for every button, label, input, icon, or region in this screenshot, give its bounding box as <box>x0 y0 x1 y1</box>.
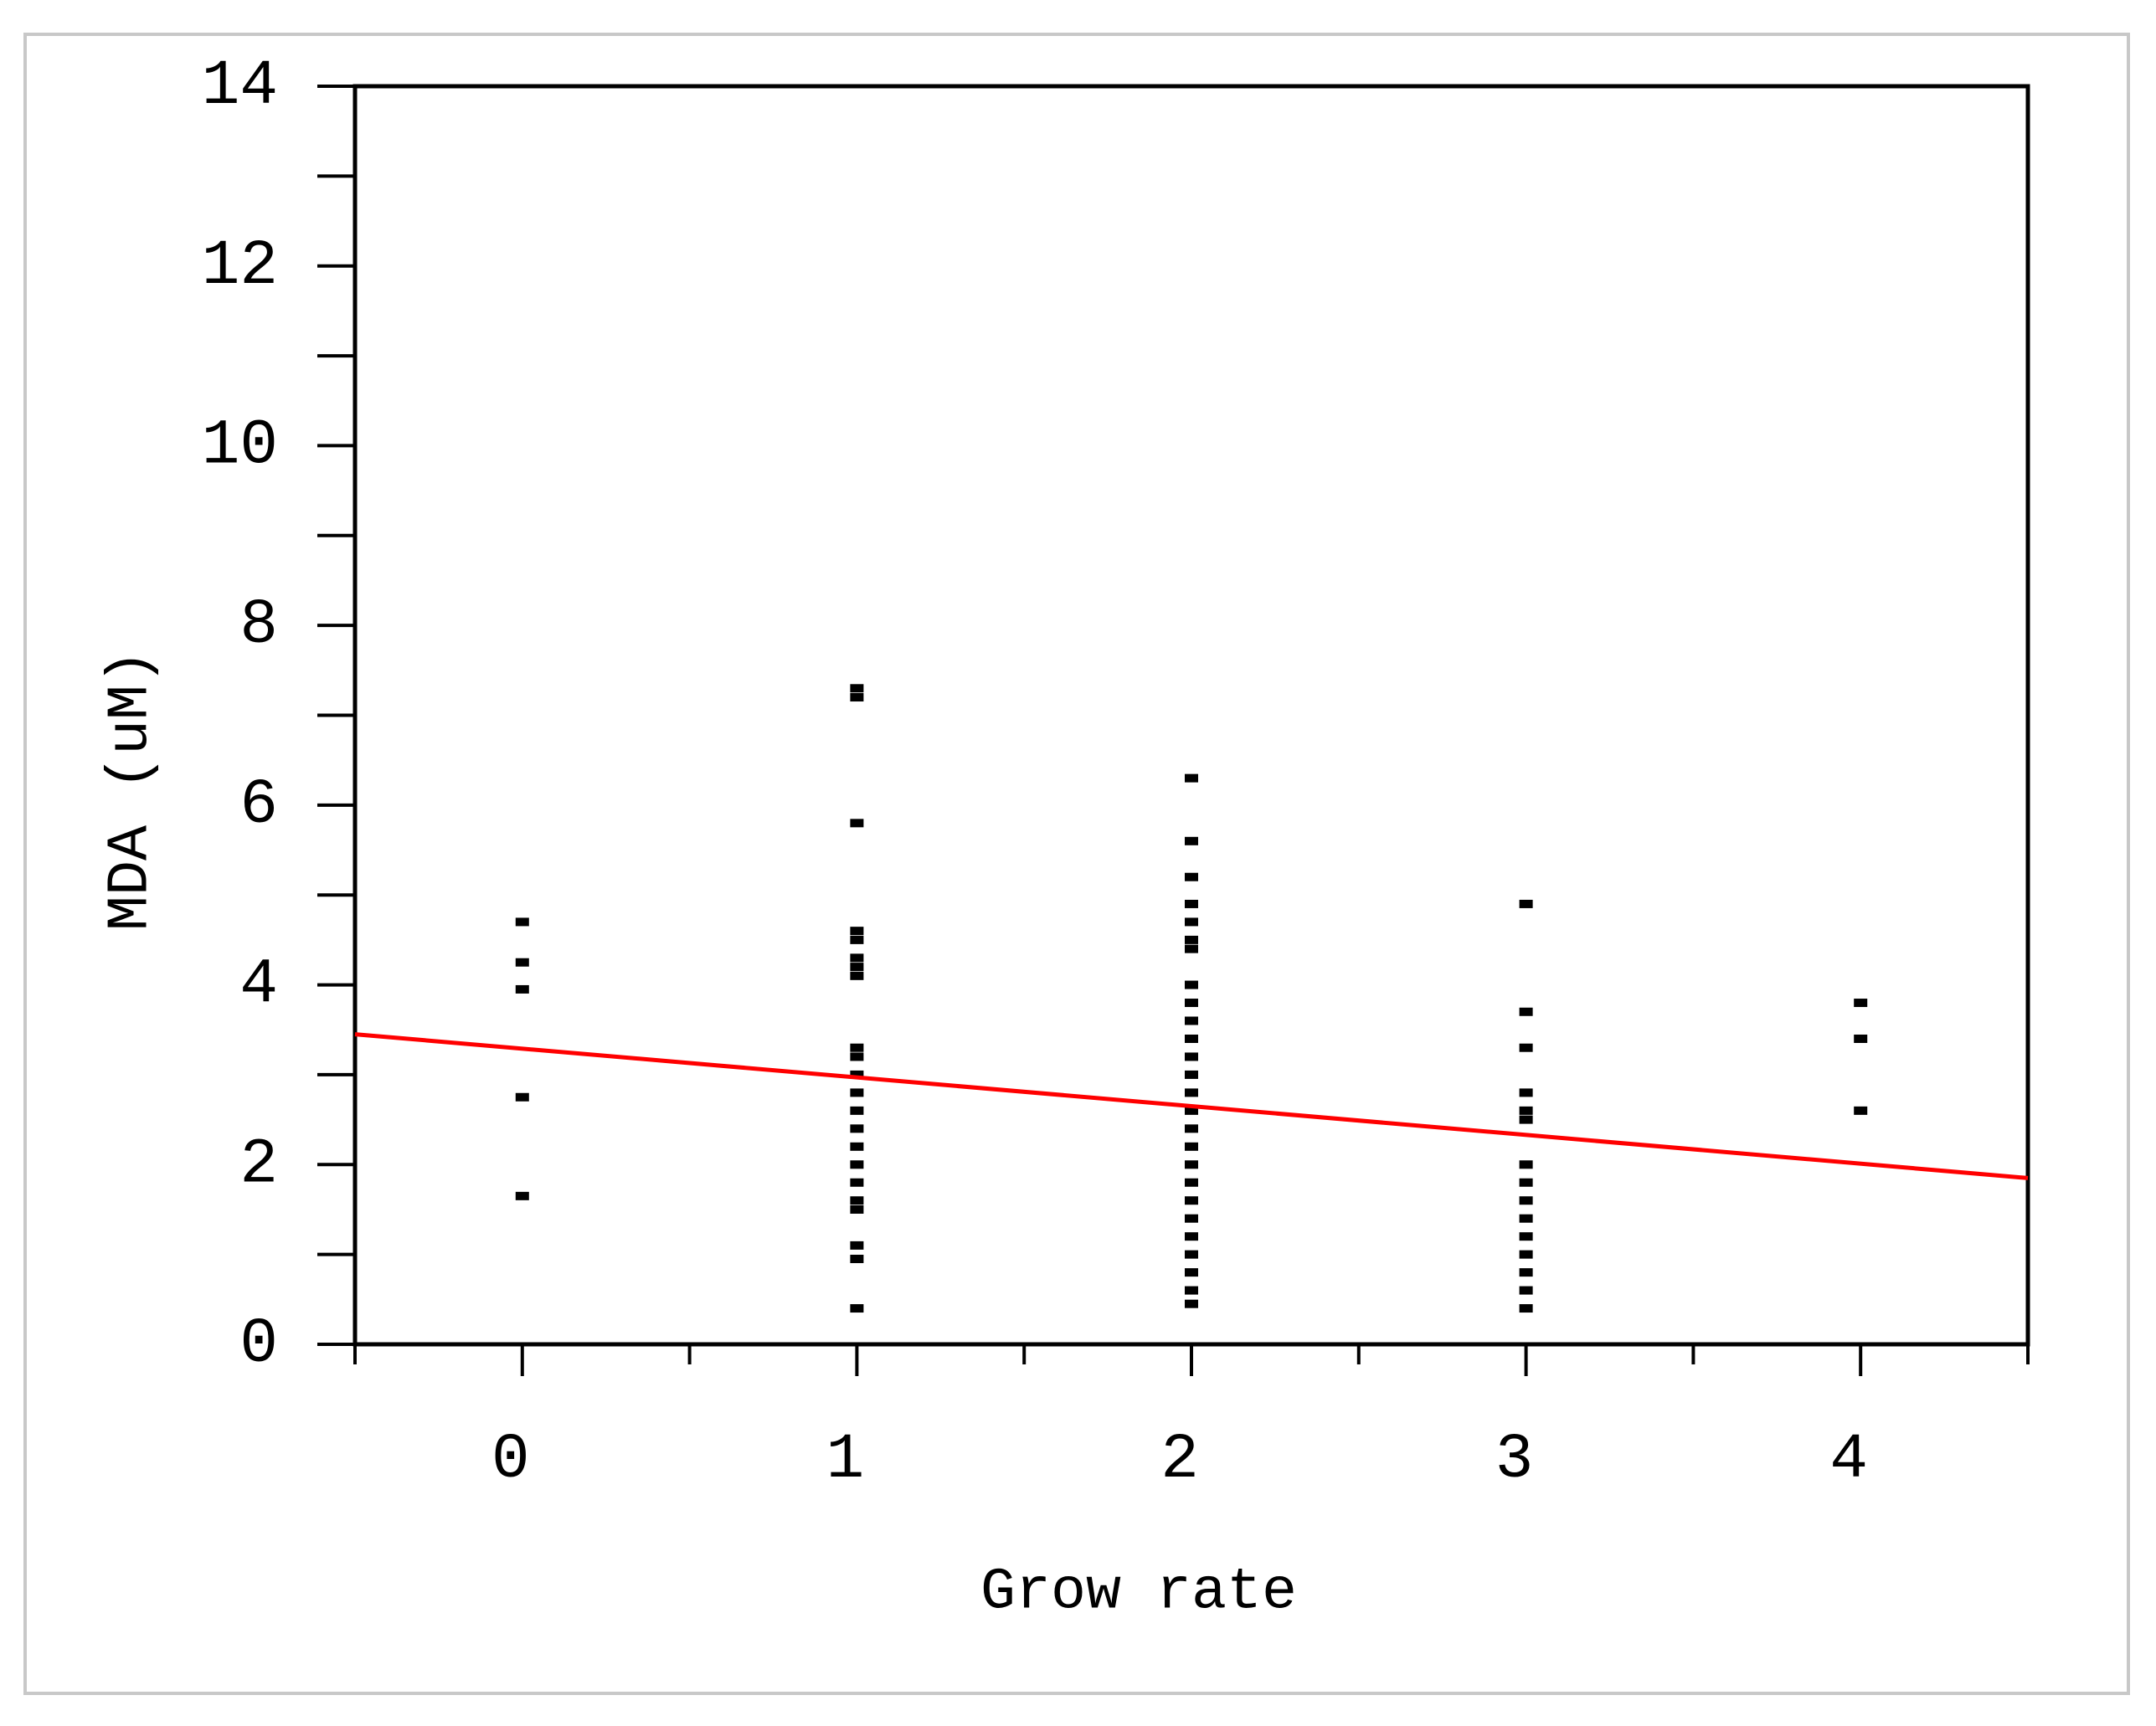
point <box>1519 1178 1533 1187</box>
x-axis-title: Grow rate <box>980 1559 1297 1626</box>
point <box>1185 980 1198 989</box>
point <box>1185 899 1198 908</box>
point <box>850 1160 864 1169</box>
point <box>1185 872 1198 881</box>
point <box>850 1142 864 1151</box>
point <box>850 1255 864 1264</box>
point <box>850 971 864 980</box>
point <box>515 958 529 967</box>
point <box>1519 1043 1533 1052</box>
point <box>1519 1250 1533 1259</box>
point <box>1185 1299 1198 1308</box>
point <box>850 1241 864 1250</box>
point <box>850 963 864 972</box>
point <box>850 927 864 936</box>
point <box>1185 1070 1198 1079</box>
point <box>1519 1232 1533 1241</box>
y-tick-label: 14 <box>202 50 278 122</box>
point <box>1185 1124 1198 1133</box>
y-tick-label: 12 <box>202 230 278 302</box>
point <box>1519 1160 1533 1169</box>
point <box>850 1052 864 1061</box>
y-axis-title: MDA (uM) <box>98 650 164 931</box>
y-tick-label: 0 <box>239 1308 278 1380</box>
point <box>1185 1106 1198 1115</box>
point <box>1185 935 1198 944</box>
y-tick-label: 6 <box>239 769 278 841</box>
point <box>1185 1268 1198 1277</box>
point <box>850 1106 864 1115</box>
point <box>850 1043 864 1052</box>
x-tick-label: 1 <box>826 1424 865 1496</box>
y-tick-label: 2 <box>239 1128 278 1200</box>
point <box>1185 1016 1198 1025</box>
point <box>1185 1250 1198 1259</box>
point <box>1185 1034 1198 1043</box>
point <box>1519 1088 1533 1097</box>
point <box>850 1124 864 1133</box>
x-tick-label: 3 <box>1495 1424 1534 1496</box>
x-tick-label: 0 <box>491 1424 530 1496</box>
point <box>1519 1007 1533 1016</box>
point <box>1185 836 1198 845</box>
point <box>1185 944 1198 953</box>
point <box>1185 1160 1198 1169</box>
point <box>1185 1178 1198 1187</box>
point <box>850 684 864 693</box>
point <box>850 1178 864 1187</box>
point <box>1519 1304 1533 1313</box>
y-tick-label: 4 <box>239 949 278 1021</box>
point <box>1519 1286 1533 1295</box>
point <box>1854 1034 1868 1043</box>
frame <box>23 33 2130 1695</box>
point <box>1519 1268 1533 1277</box>
point <box>850 935 864 944</box>
point <box>1854 1106 1868 1115</box>
point <box>850 953 864 963</box>
trend-line <box>354 1032 2029 1180</box>
point <box>850 1205 864 1214</box>
point <box>850 1070 864 1079</box>
point <box>1854 999 1868 1008</box>
point <box>850 1304 864 1313</box>
point <box>1519 1106 1533 1115</box>
point <box>1185 917 1198 927</box>
point <box>515 984 529 994</box>
point <box>515 917 529 927</box>
y-tick-label: 10 <box>202 410 278 482</box>
x-tick-label: 2 <box>1160 1424 1199 1496</box>
point <box>1185 1286 1198 1295</box>
point <box>850 693 864 702</box>
point <box>1185 1232 1198 1241</box>
point <box>1185 1196 1198 1205</box>
point <box>1519 1196 1533 1205</box>
point <box>850 819 864 828</box>
point <box>515 1092 529 1102</box>
point <box>850 1088 864 1097</box>
point <box>1519 1214 1533 1223</box>
point <box>1185 1142 1198 1151</box>
x-tick-label: 4 <box>1829 1424 1868 1496</box>
y-tick-label: 8 <box>239 589 278 661</box>
point <box>850 1196 864 1205</box>
point <box>515 1191 529 1200</box>
point <box>1185 1052 1198 1061</box>
point <box>1519 1115 1533 1124</box>
point <box>1519 899 1533 908</box>
point <box>1185 1214 1198 1223</box>
point <box>1185 773 1198 783</box>
point <box>1185 1088 1198 1097</box>
point <box>1185 999 1198 1008</box>
